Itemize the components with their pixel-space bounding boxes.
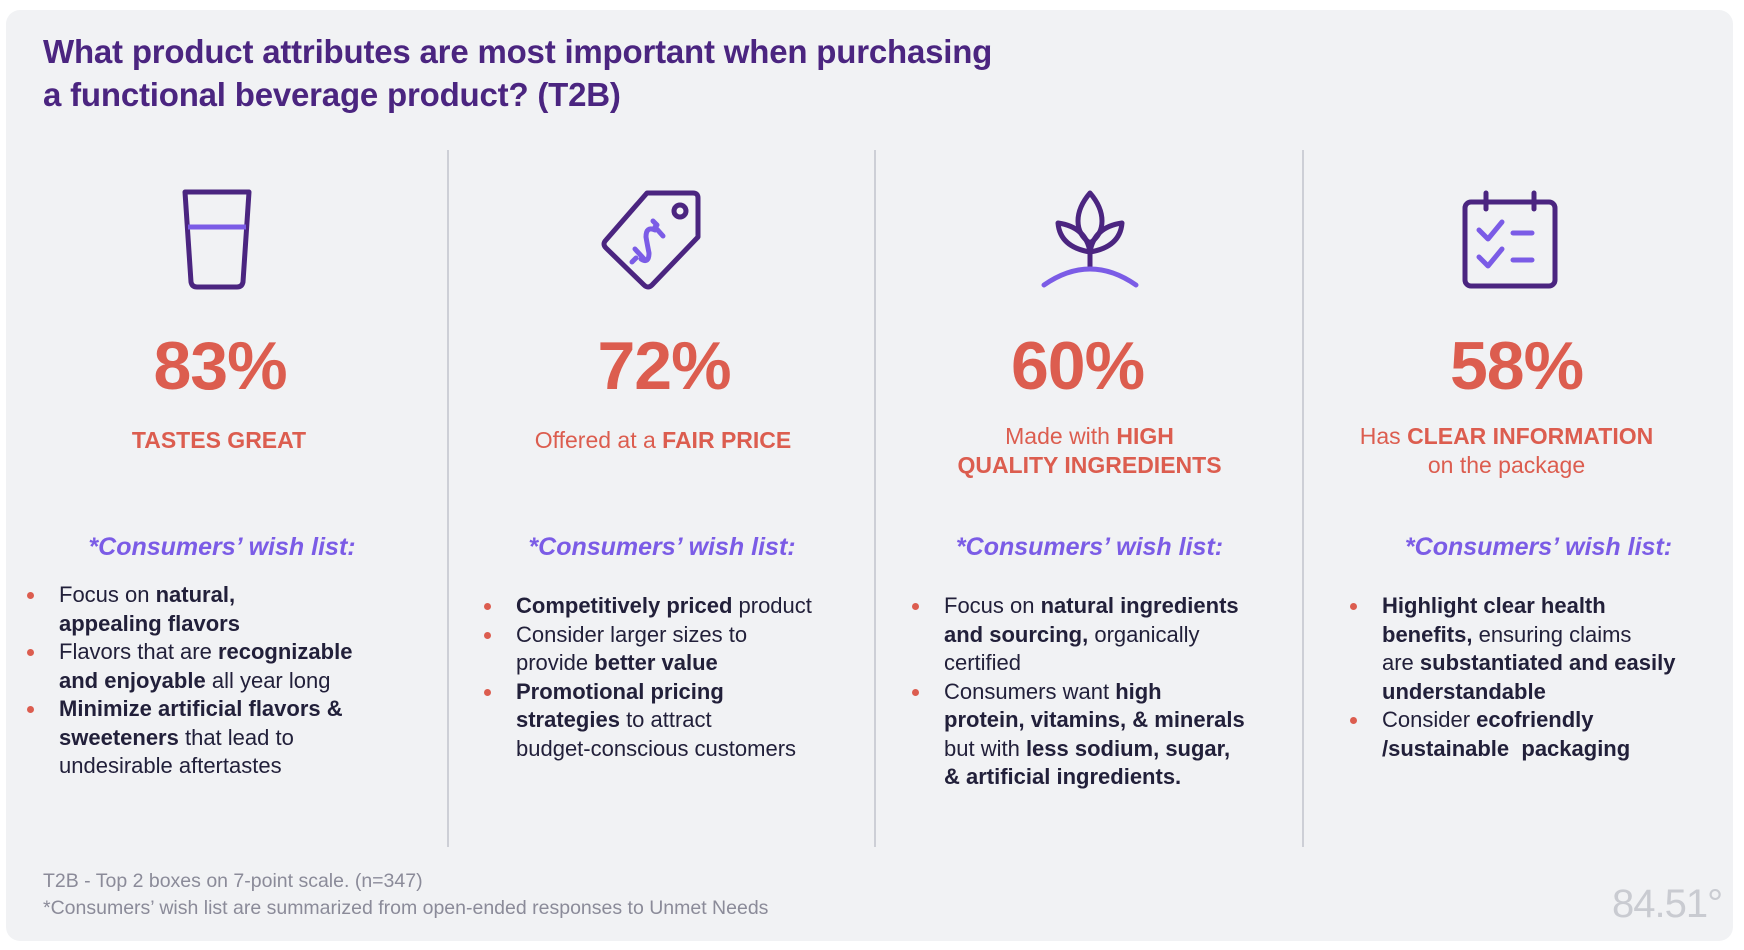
list-item: Competitively priced product [476,592,865,621]
plant-sprout-icon [876,183,1303,295]
percent-value: 72% [597,328,731,404]
list-item: Flavors that are recognizable and enjoya… [19,638,438,695]
list-item: Promotional pricing strategies to attrac… [476,678,865,764]
list-item: Highlight clear health benefits, ensurin… [1342,592,1723,706]
footnote-t2b: T2B - Top 2 boxes on 7-point scale. (n=3… [43,870,423,892]
percent-value: 58% [1449,328,1584,404]
calendar-checklist-icon [1304,183,1733,295]
glass-icon [6,183,448,295]
attribute-label: Made with HIGH QUALITY INGREDIENTS [957,423,1222,478]
list-item: Focus on natural ingredients and sourcin… [904,592,1293,678]
brand-logo: 84.51° [1612,882,1723,926]
attribute-column-ingredients: 60% Made with HIGH QUALITY INGREDIENTS *… [876,150,1303,850]
list-item: Consider larger sizes to provide better … [476,621,865,678]
list-item: Consider ecofriendly /sustainable packag… [1342,706,1723,763]
wish-list: Highlight clear health benefits, ensurin… [1342,592,1723,763]
title-line-1: What product attributes are most importa… [43,33,993,70]
column-divider [447,150,449,847]
slide-panel [6,10,1733,941]
footnote: T2B - Top 2 boxes on 7-point scale. (n=3… [43,868,768,922]
wish-list: Competitively priced product Consider la… [476,592,865,763]
attribute-label: Offered at a FAIR PRICE [534,427,792,453]
list-item: Focus on natural, appealing flavors [19,581,438,638]
wish-list: Focus on natural ingredients and sourcin… [904,592,1293,792]
list-item: Minimize artificial flavors & sweeteners… [19,695,438,781]
attribute-label: TASTES GREAT [131,427,307,453]
column-divider [874,150,876,847]
list-item: Consumers want high protein, vitamins, &… [904,678,1293,792]
column-divider [1302,150,1304,847]
attribute-column-price: 72% Offered at a FAIR PRICE *Consumers’ … [449,150,875,850]
attribute-column-taste: 83% TASTES GREAT *Consumers’ wish list: … [6,150,448,850]
wish-list: Focus on natural, appealing flavors Flav… [19,581,438,781]
percent-value: 60% [1010,328,1145,404]
percent-value: 83% [153,328,287,404]
wish-list-header: *Consumers’ wish list: [528,533,796,561]
attribute-column-information: 58% Has CLEAR INFORMATION on the package… [1304,150,1733,850]
wish-list-header: *Consumers’ wish list: [1404,533,1673,561]
price-tag-icon [449,183,875,295]
footnote-wish-list: *Consumers’ wish list are summarized fro… [43,897,769,919]
wish-list-header: *Consumers’ wish list: [955,533,1224,561]
page-title: What product attributes are most importa… [43,30,1143,116]
attribute-label: Has CLEAR INFORMATION on the package [1359,423,1654,478]
wish-list-header: *Consumers’ wish list: [88,533,356,561]
title-line-2: a functional beverage product? (T2B) [43,76,621,113]
